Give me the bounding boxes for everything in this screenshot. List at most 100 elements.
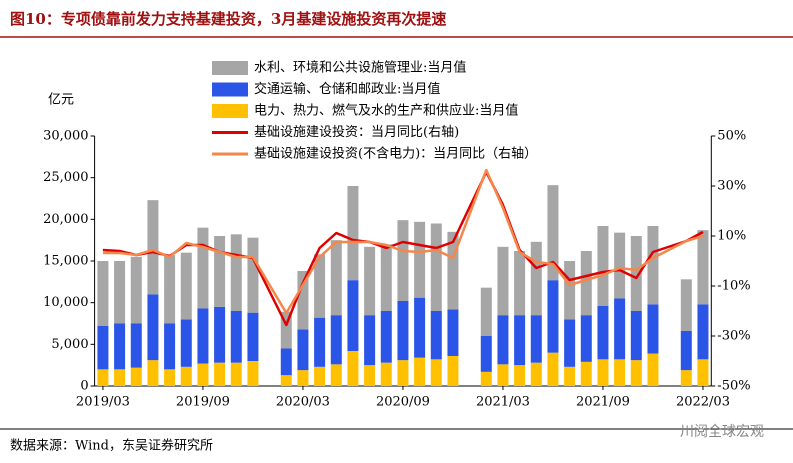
bar-segment [130, 323, 142, 368]
bar-segment [547, 280, 559, 353]
bar-segment [180, 366, 192, 386]
bar-segment [214, 362, 226, 386]
bar-segment [147, 360, 159, 386]
bar-segment [680, 331, 692, 371]
legend-label: 交通运输、仓储和邮政业:当月值 [254, 81, 440, 97]
y-tick-label: 20,000 [43, 212, 89, 227]
bar-segment [697, 230, 709, 305]
bar-segment [380, 311, 392, 363]
y2-tick-label: 30% [717, 179, 746, 194]
y2-tick-label: -30% [717, 329, 750, 344]
bar-segment [480, 336, 492, 372]
bar-segment [397, 360, 409, 386]
legend-label: 水利、环境和公共设施管理业:当月值 [254, 60, 466, 76]
bar-segment [380, 362, 392, 386]
bar-segment [164, 323, 176, 370]
x-tick-label: 2020/09 [376, 395, 430, 410]
bar-segment [147, 200, 159, 295]
bar-segment [447, 309, 459, 356]
bar-segment [330, 364, 342, 386]
bar-segment [297, 370, 309, 386]
bar-segment [280, 375, 292, 386]
bar-segment [514, 315, 526, 366]
bar-segment [430, 223, 442, 311]
bar-segment [564, 366, 576, 386]
bar-segment [580, 361, 592, 386]
bar-segment [430, 359, 442, 386]
bar-segment [630, 311, 642, 361]
bar-segment [114, 369, 126, 386]
bar-segment [130, 367, 142, 386]
legend-label: 基础设施建设投资：当月同比(右轴) [254, 124, 459, 140]
bar-segment [280, 348, 292, 376]
bar-segment [614, 298, 626, 360]
bar-segment [247, 237, 259, 313]
bar-segment [230, 311, 242, 363]
bar-segment [364, 246, 376, 316]
chart-title: 图10：专项债靠前发力支持基建投资，3月基建设施投资再次提速 [10, 10, 446, 28]
bar-segment [197, 308, 209, 364]
bar-segment [180, 252, 192, 320]
bar-segment [480, 371, 492, 386]
bar-segment [214, 306, 226, 363]
bar-segment [680, 279, 692, 331]
bar-segment [414, 221, 426, 298]
bar-segment [247, 312, 259, 361]
bar-segment [347, 186, 359, 281]
bar-segment [347, 351, 359, 386]
legend-swatch [212, 82, 248, 97]
y2-tick-label: 10% [717, 229, 746, 244]
bar-segment [364, 315, 376, 366]
bar-segment [597, 226, 609, 306]
bar-segment [97, 326, 109, 370]
bar-segment [314, 317, 326, 367]
bar-segment [497, 246, 509, 316]
bar-segment [230, 234, 242, 311]
bar-segment [614, 359, 626, 386]
bar-segment [130, 256, 142, 324]
y-axis-label: 亿元 [48, 93, 74, 108]
bar-segment [97, 369, 109, 386]
bar-segment [197, 363, 209, 386]
y-tick-label: 10,000 [43, 295, 89, 310]
bar-segment [447, 356, 459, 386]
bar-segment [414, 357, 426, 386]
x-tick-label: 2019/03 [76, 395, 130, 410]
bar-segment [497, 364, 509, 386]
x-tick-label: 2021/09 [576, 395, 630, 410]
y-tick-label: 30,000 [43, 129, 89, 144]
bar-segment [180, 319, 192, 367]
x-tick-label: 2021/03 [476, 395, 530, 410]
bar-segment [147, 294, 159, 361]
bar-segment [164, 369, 176, 386]
bar-segment [97, 261, 109, 326]
legend-label: 基础设施建设投资(不含电力)：当月同比（右轴） [254, 146, 537, 162]
bar-segment [230, 362, 242, 386]
y-tick-label: 5,000 [51, 337, 88, 352]
bar-segment [697, 304, 709, 360]
bar-segment [547, 185, 559, 281]
bar-segment [314, 254, 326, 318]
bar-segment [247, 361, 259, 386]
bar-segment [414, 297, 426, 358]
bar-segment [364, 365, 376, 386]
bar-segment [597, 306, 609, 360]
bar-segment [397, 301, 409, 361]
y-tick-label: 0 [80, 379, 88, 394]
y-tick-label: 25,000 [43, 170, 89, 185]
bar-segment [530, 362, 542, 386]
x-tick-label: 2022/03 [676, 395, 730, 410]
bar-segment [630, 236, 642, 311]
bar-segment [530, 241, 542, 316]
bar-segment [564, 319, 576, 367]
bar-segment [647, 353, 659, 386]
bar-segment [330, 315, 342, 365]
bar-segment [580, 251, 592, 316]
y-tick-label: 15,000 [43, 254, 89, 269]
bar-segment [297, 329, 309, 371]
bar-segment [530, 315, 542, 363]
bar-segment [380, 244, 392, 311]
legend-swatch [212, 104, 248, 118]
bar-segment [647, 304, 659, 354]
bar-segment [297, 271, 309, 330]
